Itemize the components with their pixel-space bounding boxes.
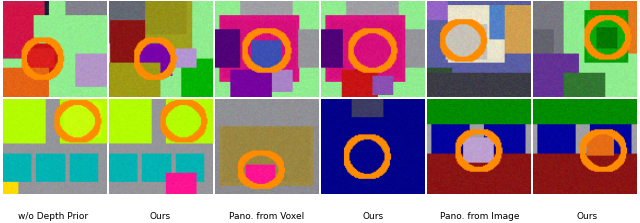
Text: w/o Depth Prior: w/o Depth Prior bbox=[18, 212, 88, 221]
Text: Pano. from Voxel: Pano. from Voxel bbox=[229, 212, 305, 221]
Text: Ours: Ours bbox=[362, 212, 384, 221]
Text: Pano. from Image: Pano. from Image bbox=[440, 212, 520, 221]
Text: Ours: Ours bbox=[576, 212, 598, 221]
Text: Ours: Ours bbox=[149, 212, 171, 221]
